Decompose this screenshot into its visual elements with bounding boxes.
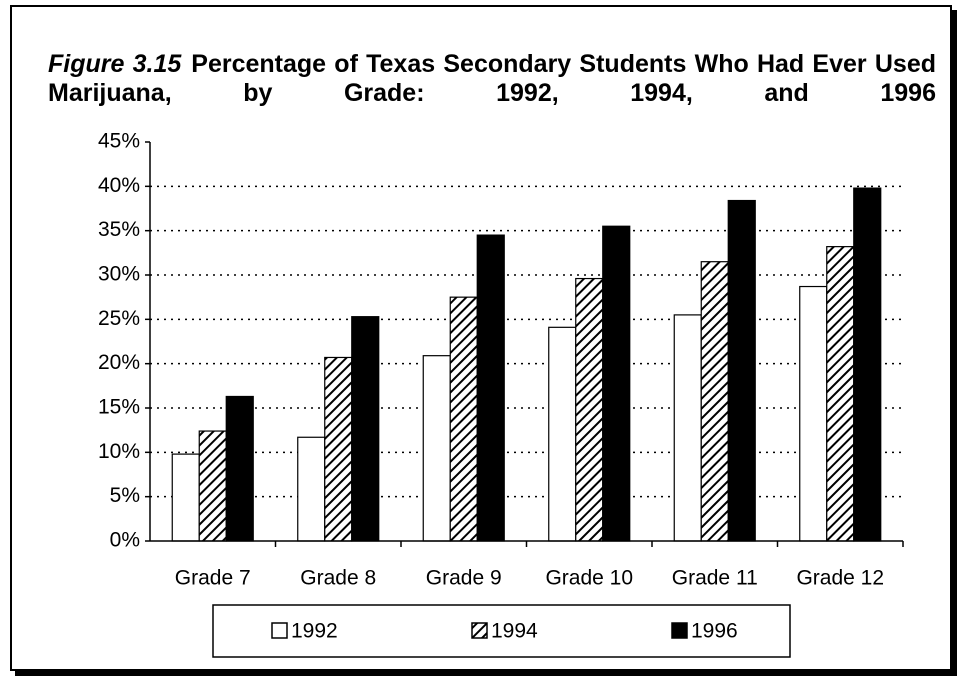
x-tick-label: Grade 12 xyxy=(796,567,884,590)
bar xyxy=(351,316,380,542)
bar xyxy=(700,261,729,542)
figure-label: Figure 3.15 xyxy=(48,50,182,78)
bar xyxy=(324,356,353,542)
bar xyxy=(422,355,451,542)
legend-label: 1994 xyxy=(491,620,538,643)
y-tick-label: 25% xyxy=(98,307,140,330)
bar xyxy=(171,453,200,542)
x-tick-label: Grade 7 xyxy=(175,567,251,590)
y-tick-label: 20% xyxy=(98,351,140,374)
legend-swatch xyxy=(471,622,488,639)
legend-box xyxy=(212,604,791,658)
bar xyxy=(449,296,478,542)
bar xyxy=(673,314,702,542)
y-tick-label: 30% xyxy=(98,263,140,286)
bar xyxy=(198,430,227,542)
chart-title: Percentage of Texas Secondary Students W… xyxy=(48,50,936,107)
bar xyxy=(602,225,631,542)
bar xyxy=(853,187,882,542)
bar xyxy=(575,277,604,542)
chart-title-block: Figure 3.15 Percentage of Texas Secondary… xyxy=(48,50,936,108)
bar xyxy=(297,436,326,542)
legend-label: 1996 xyxy=(691,620,738,643)
y-tick-label: 0% xyxy=(110,529,140,552)
legend-swatch xyxy=(271,622,288,639)
y-tick-label: 10% xyxy=(98,440,140,463)
x-tick-label: Grade 8 xyxy=(300,567,376,590)
y-tick-label: 5% xyxy=(110,484,140,507)
x-tick-label: Grade 11 xyxy=(672,567,758,590)
legend-label: 1992 xyxy=(291,620,338,643)
x-tick-label: Grade 9 xyxy=(426,567,502,590)
y-tick-label: 45% xyxy=(98,130,140,153)
y-tick-label: 15% xyxy=(98,396,140,419)
bar xyxy=(476,234,505,542)
y-tick-label: 40% xyxy=(98,174,140,197)
bar xyxy=(548,326,577,542)
legend-swatch xyxy=(671,622,688,639)
bar xyxy=(826,246,855,542)
x-tick-label: Grade 10 xyxy=(545,567,633,590)
bar xyxy=(799,285,828,542)
y-tick-label: 35% xyxy=(98,218,140,241)
bar xyxy=(727,199,756,542)
bar xyxy=(225,395,254,542)
